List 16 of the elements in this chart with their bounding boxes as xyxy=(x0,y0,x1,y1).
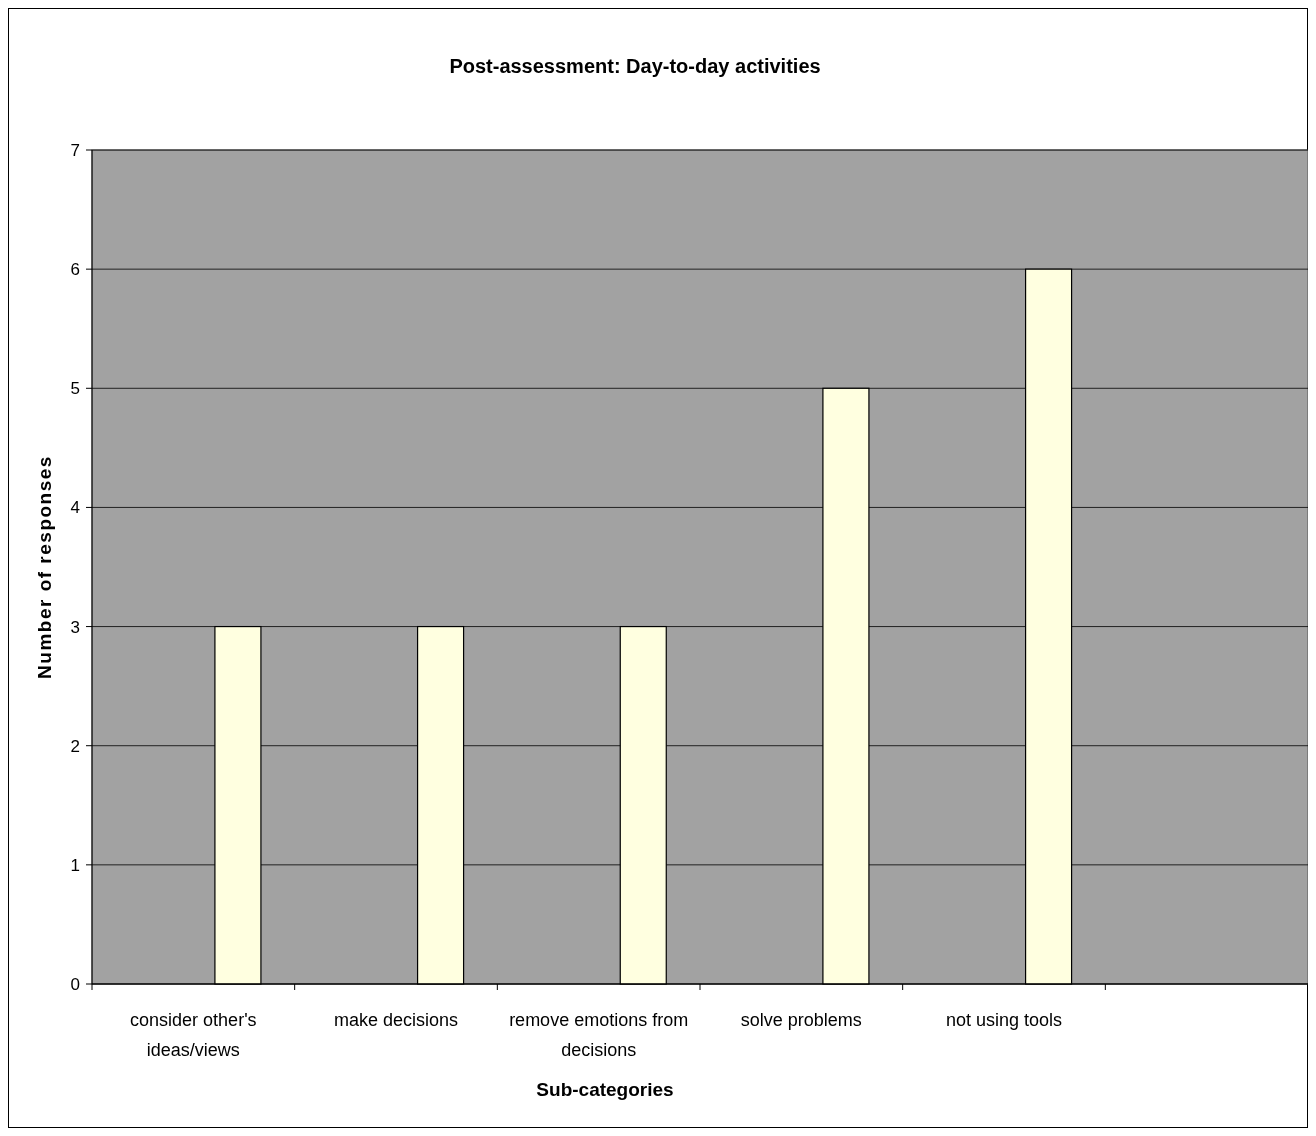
y-tick-label: 0 xyxy=(70,974,80,994)
y-tick-label: 2 xyxy=(70,736,80,756)
x-tick-label: consider other's ideas/views xyxy=(130,1010,257,1060)
y-tick-label: 6 xyxy=(70,260,80,280)
y-tick-label: 1 xyxy=(70,855,80,875)
y-axis-title: Number of responses xyxy=(34,455,55,679)
x-tick-label: not using tools xyxy=(945,1010,1063,1030)
y-tick-label: 5 xyxy=(70,379,80,399)
x-tick-label: solve problems xyxy=(740,1010,862,1030)
y-tick-label: 3 xyxy=(70,617,80,637)
y-tick-label: 4 xyxy=(70,498,80,518)
x-axis-title: Sub-categories xyxy=(536,1079,674,1100)
x-tick-label: make decisions xyxy=(333,1010,459,1030)
chart-title: Post-assessment: Day-to-day activities xyxy=(449,55,821,77)
y-tick-label: 7 xyxy=(70,140,80,160)
x-tick-label: remove emotions from decisions xyxy=(509,1010,689,1060)
